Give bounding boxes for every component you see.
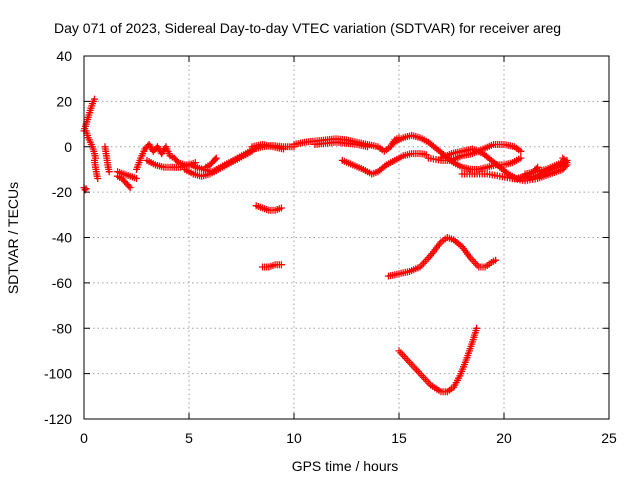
data-series [248,141,287,153]
data-series [82,127,99,162]
data-series [391,131,525,173]
axes: 0 5 10 15 20 25 40 20 0 -20 -40 -60 -80 -100 -120 [44,48,617,446]
y-tick-label: -40 [52,230,72,246]
y-tick-label: -20 [52,184,72,200]
data-series [338,150,430,178]
chart-title: Day 071 of 2023, Sidereal Day-to-day VTE… [54,20,561,36]
data-marker-run [311,138,371,151]
data-series [202,154,220,171]
x-tick-label: 20 [496,430,512,446]
data-marker-run [521,156,571,178]
data-marker-run [202,154,220,171]
y-tick-label: 20 [56,93,72,109]
data-series [91,156,102,182]
x-tick-label: 15 [391,430,407,446]
data-marker-run [248,141,287,153]
data-series [143,156,199,171]
data-marker-run [101,143,113,176]
data-series [101,143,113,176]
data-series [252,202,285,214]
data-series [395,324,481,396]
x-tick-label: 5 [185,430,193,446]
data-series [259,261,285,271]
y-axis-label: SDTVAR / TECUs [5,182,21,294]
y-tick-label: 40 [56,48,72,64]
y-tick-label: -100 [44,366,72,382]
data-marker-run [114,168,140,182]
x-axis-label: GPS time / hours [292,458,399,474]
plot-frame [83,55,610,420]
y-tick-label: -60 [52,275,72,291]
x-tick-label: 25 [601,430,617,446]
data-marker-run [114,172,134,192]
x-tick-label: 0 [80,430,88,446]
data-series [114,172,134,192]
y-tick-label: -120 [44,411,72,427]
x-tick-label: 10 [286,430,302,446]
data-marker-run [82,127,99,162]
data-marker-run [252,202,285,214]
data-series [114,168,140,182]
data-marker-run [259,261,285,271]
data-marker-run [385,234,500,280]
data-series-group [80,95,571,396]
data-marker-run [395,324,481,396]
data-marker-run [391,131,525,173]
y-tick-label: -80 [52,320,72,336]
data-series [385,234,500,280]
data-series [521,156,571,178]
data-marker-run [91,156,102,182]
grid [84,56,609,419]
data-marker-run [143,156,199,171]
data-series [133,141,201,173]
data-series [311,138,371,151]
data-marker-run [133,141,201,173]
data-marker-run [338,150,430,178]
y-tick-label: 0 [64,139,72,155]
